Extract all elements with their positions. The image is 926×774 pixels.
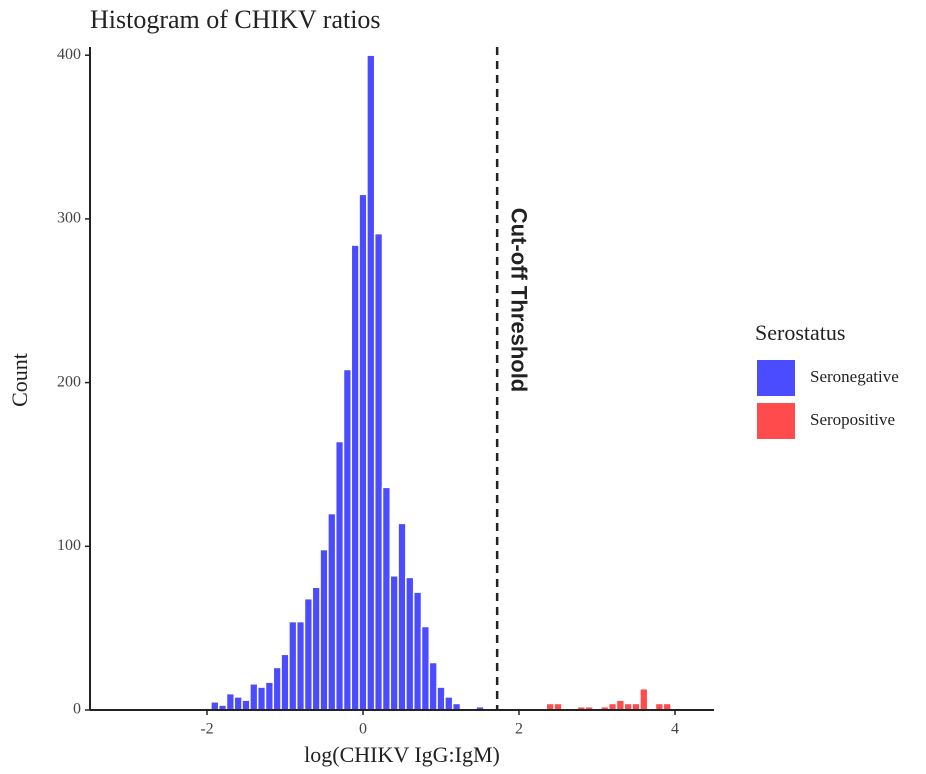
legend-label: Seronegative	[810, 367, 899, 386]
bar	[397, 522, 407, 711]
bar	[295, 620, 306, 711]
x-tick-label: -2	[200, 721, 213, 738]
bar	[241, 699, 251, 711]
y-tick-label: 200	[57, 373, 81, 390]
bar	[366, 54, 376, 711]
x-tick-label: 2	[515, 721, 523, 738]
x-axis-label: log(CHIKV IgG:IgM)	[304, 742, 500, 767]
legend-swatch	[757, 360, 795, 396]
bar	[225, 692, 236, 711]
y-tick-label: 0	[73, 701, 81, 718]
legend-title: Serostatus	[755, 320, 845, 345]
bar	[264, 681, 275, 711]
bar	[288, 620, 298, 711]
bar	[350, 244, 360, 711]
bar	[639, 687, 649, 711]
bar	[319, 548, 329, 711]
bar	[327, 512, 337, 711]
bar	[436, 686, 446, 711]
bar	[311, 586, 321, 711]
bar	[272, 666, 282, 711]
bar	[615, 699, 626, 711]
bar	[405, 576, 415, 711]
bar	[342, 368, 353, 711]
bar	[444, 696, 454, 711]
legend-label: Seropositive	[810, 410, 895, 429]
threshold-label: Cut-off Threshold	[506, 208, 531, 393]
bar	[256, 686, 267, 711]
y-tick-label: 300	[57, 210, 81, 227]
bar	[249, 683, 259, 711]
chart-title: Histogram of CHIKV ratios	[90, 5, 381, 34]
y-tick-label: 400	[57, 46, 81, 63]
y-tick-label: 100	[57, 537, 81, 554]
y-axis-label: Count	[7, 353, 32, 407]
legend-swatch	[757, 403, 795, 439]
bar	[420, 625, 431, 711]
bar	[358, 193, 368, 711]
bar	[280, 653, 290, 711]
bar	[373, 232, 384, 711]
bar	[233, 696, 243, 711]
bar	[334, 440, 345, 711]
bar	[389, 575, 399, 711]
bar	[210, 701, 220, 711]
bar	[381, 486, 392, 711]
x-tick-label: 0	[359, 721, 367, 738]
bar	[428, 661, 438, 711]
bar	[412, 591, 423, 711]
bar	[303, 597, 314, 711]
x-tick-label: 4	[671, 721, 679, 738]
